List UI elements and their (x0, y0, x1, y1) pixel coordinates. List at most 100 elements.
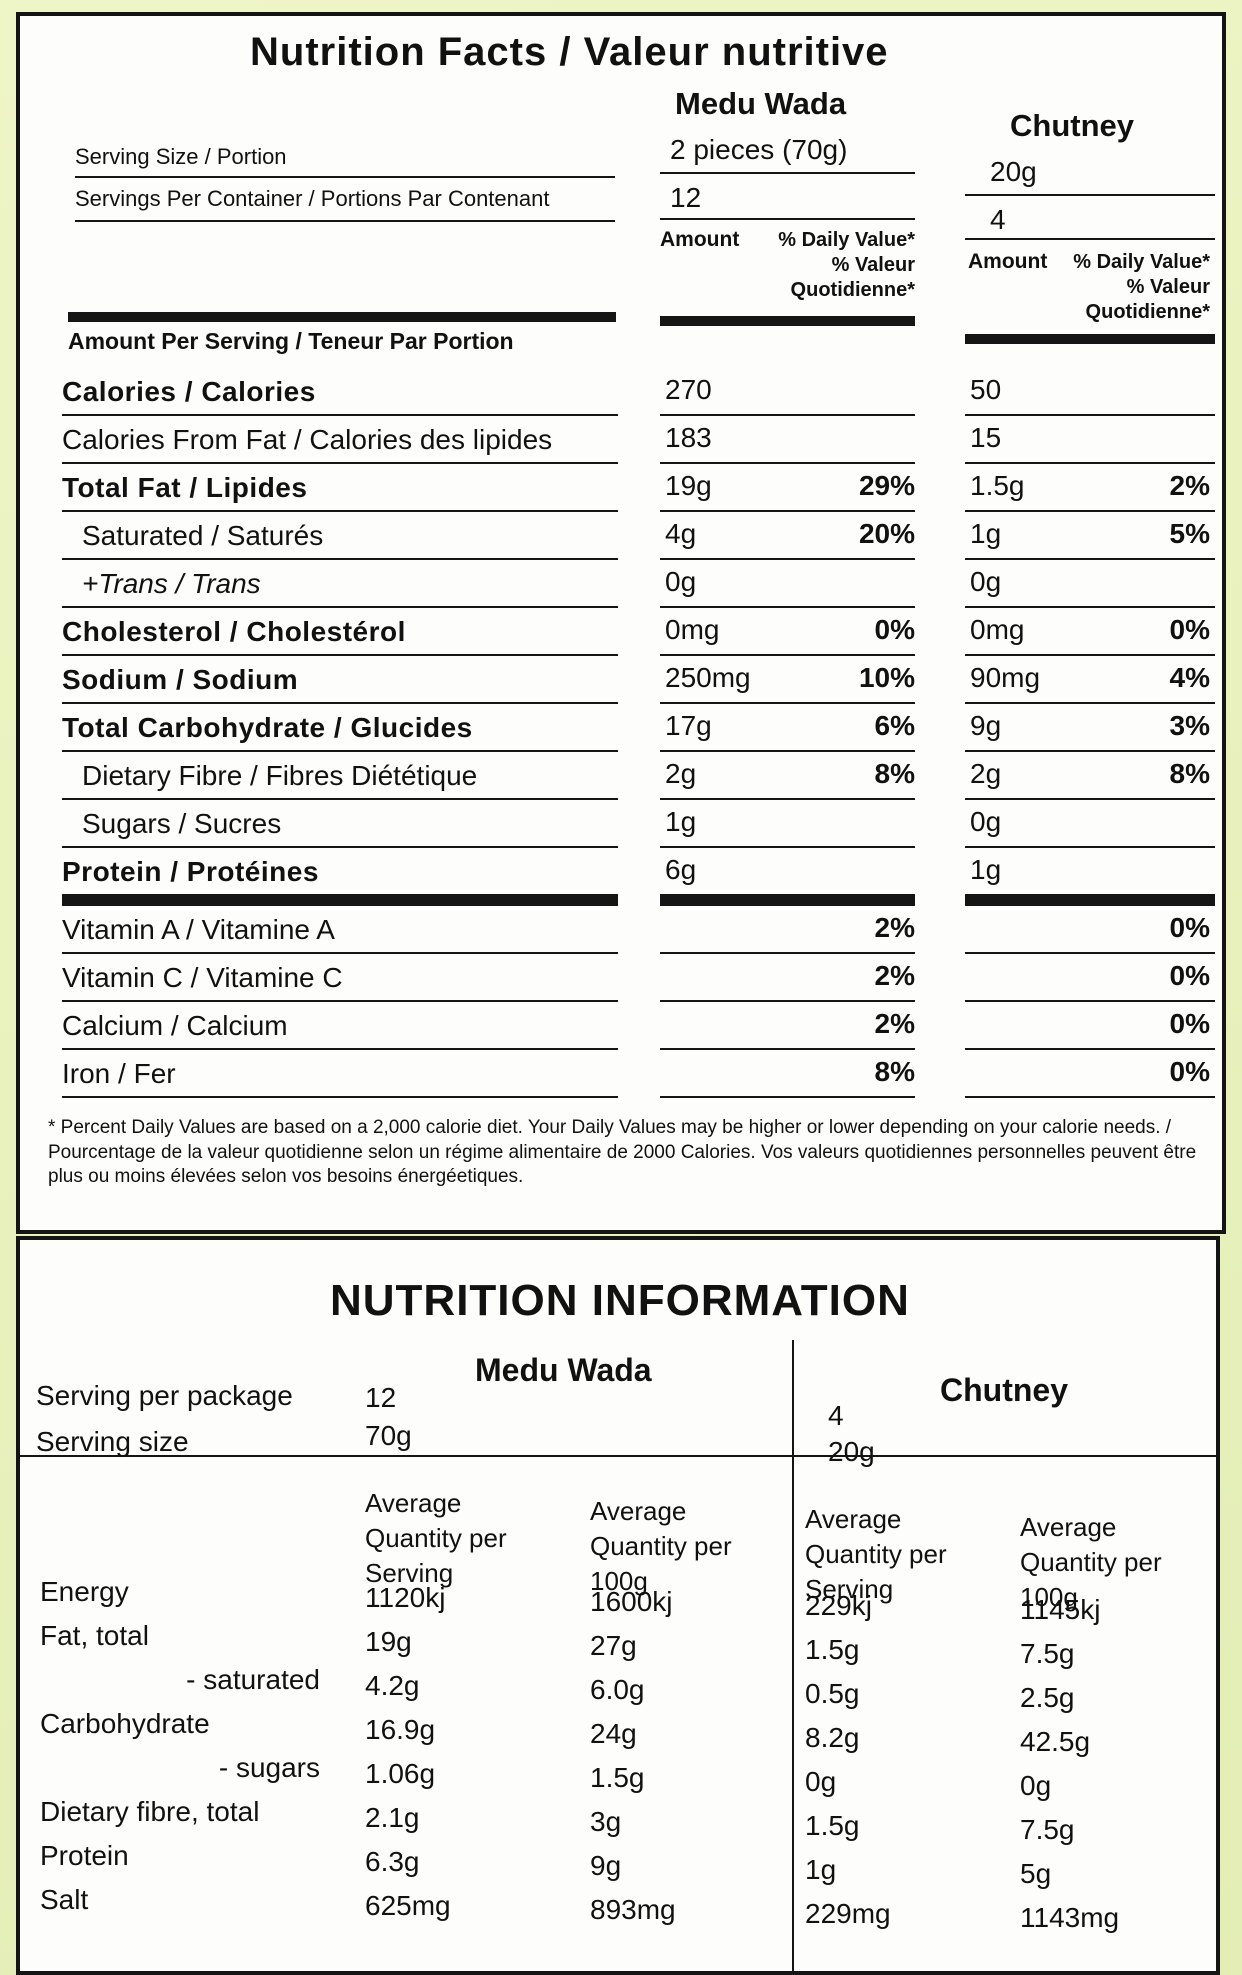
serving-per-package-label: Serving per package (36, 1380, 293, 1411)
rule-line (660, 172, 915, 174)
rule-line (660, 606, 915, 608)
quantity-value: 229mg (805, 1898, 891, 1929)
nutrient-label: - sugars (218, 1752, 320, 1783)
rule-line (62, 606, 618, 608)
rule-line (75, 176, 615, 178)
daily-value: 2% (874, 912, 915, 943)
rule-line (965, 1000, 1215, 1002)
quantity-value: 27g (590, 1630, 637, 1661)
serving-size-label: Serving size (36, 1426, 189, 1457)
nutrient-label: Carbohydrate (40, 1708, 210, 1739)
column-header: Average Quantity per 100g (590, 1496, 732, 1597)
daily-value: 6% (874, 710, 915, 741)
rule-line (660, 894, 915, 896)
quantity-value: 42.5g (1020, 1726, 1091, 1757)
rule-line (965, 510, 1215, 512)
serving-per-package-value: 12 (365, 1382, 397, 1413)
quantity-value: 1120kj (365, 1582, 446, 1613)
quantity-value: 8.2g (805, 1722, 860, 1753)
daily-value: 0% (1169, 1008, 1210, 1039)
daily-value: 3% (1169, 710, 1210, 741)
section-label: Amount Per Serving / Teneur Par Portion (68, 328, 514, 354)
amount-header: Amount (968, 250, 1048, 273)
rule-line (965, 702, 1215, 704)
quantity-value: 893mg (590, 1894, 676, 1925)
rule-line (965, 462, 1215, 464)
daily-value: 0% (874, 614, 915, 645)
nutrient-label: Dietary fibre, total (40, 1796, 260, 1827)
rule-line (965, 654, 1215, 656)
amount-value: 2g (970, 758, 1002, 789)
daily-value: 10% (858, 662, 915, 693)
quantity-value: 24g (590, 1718, 637, 1749)
quantity-value: 1.5g (590, 1762, 645, 1793)
nutrient-label: Protein (40, 1840, 129, 1871)
panel-title: NUTRITION INFORMATION (330, 1276, 910, 1325)
nutrient-label: Iron / Fer (62, 1058, 176, 1089)
nutrient-label: Dietary Fibre / Fibres Diététique (82, 760, 478, 791)
rule-line (660, 316, 915, 326)
daily-value: 0% (1169, 960, 1210, 991)
quantity-value: 0g (805, 1766, 837, 1797)
rule-line (965, 896, 1215, 906)
daily-value-header: % Daily Value* % Valeur Quotidienne* (1073, 251, 1210, 323)
quantity-value: 16.9g (365, 1714, 436, 1745)
amount-header: Amount (660, 228, 740, 251)
rule-line (965, 334, 1215, 344)
rule-line (62, 846, 618, 848)
amount-value: 9g (970, 710, 1002, 741)
amount-value: 19g (665, 470, 712, 501)
amount-value: 50 (970, 374, 1002, 405)
quantity-value: 6.3g (365, 1846, 420, 1877)
rule-line (965, 414, 1215, 416)
serving-size-label: Serving Size / Portion (75, 144, 287, 169)
product-name: Medu Wada (475, 1352, 652, 1388)
nutrient-label: +Trans / Trans (82, 568, 261, 599)
quantity-value: 4.2g (365, 1670, 420, 1701)
servings-per-container-value: 4 (990, 204, 1006, 235)
rule-line (660, 558, 915, 560)
daily-value-header: % Daily Value* % Valeur Quotidienne* (778, 229, 915, 301)
quantity-value: 19g (365, 1626, 412, 1657)
product-name: Chutney (1010, 108, 1134, 143)
amount-value: 0g (970, 566, 1002, 597)
quantity-value: 1600kj (590, 1586, 673, 1617)
rule-line (965, 558, 1215, 560)
amount-value: 0mg (665, 614, 720, 645)
amount-value: 183 (665, 422, 712, 453)
amount-value: 1g (970, 854, 1002, 885)
serving-size-value: 20g (990, 156, 1037, 187)
rule-line (62, 462, 618, 464)
rule-line (965, 1048, 1215, 1050)
amount-value: 270 (665, 374, 712, 405)
rule-line (660, 952, 915, 954)
rule-line (75, 220, 615, 222)
product-name: Chutney (940, 1372, 1068, 1408)
daily-value: 8% (874, 758, 915, 789)
amount-value: 90mg (970, 662, 1041, 693)
nutrient-label: Energy (40, 1576, 129, 1607)
nutrient-label: Sugars / Sucres (82, 808, 282, 839)
rule-line (965, 846, 1215, 848)
panel-title: Nutrition Facts / Valeur nutritive (250, 30, 889, 74)
nutrition-information-panel: NUTRITION INFORMATION Medu Wada Chutney Ser… (16, 1236, 1220, 1975)
daily-value: 0% (1169, 1056, 1210, 1087)
quantity-value: 7.5g (1020, 1814, 1075, 1845)
amount-value: 2g (665, 758, 697, 789)
quantity-value: 1g (805, 1854, 837, 1885)
column-header: Average Quantity per Serving (365, 1488, 507, 1589)
quantity-value: 1143mg (1020, 1902, 1120, 1933)
column-header: Average Quantity per Serving (805, 1504, 947, 1605)
rule-line (660, 462, 915, 464)
rule-line (965, 238, 1215, 240)
nutrient-label: Protein / Protéines (62, 856, 319, 887)
rule-line (62, 510, 618, 512)
rule-line (62, 1000, 618, 1002)
daily-value: 4% (1169, 662, 1210, 693)
nutrient-label: Cholesterol / Cholestérol (62, 616, 406, 647)
nutrient-label: Calcium / Calcium (62, 1010, 288, 1041)
rule-line (660, 654, 915, 656)
daily-value: 29% (858, 470, 915, 501)
quantity-value: 5g (1020, 1858, 1052, 1889)
rule-line (62, 750, 618, 752)
